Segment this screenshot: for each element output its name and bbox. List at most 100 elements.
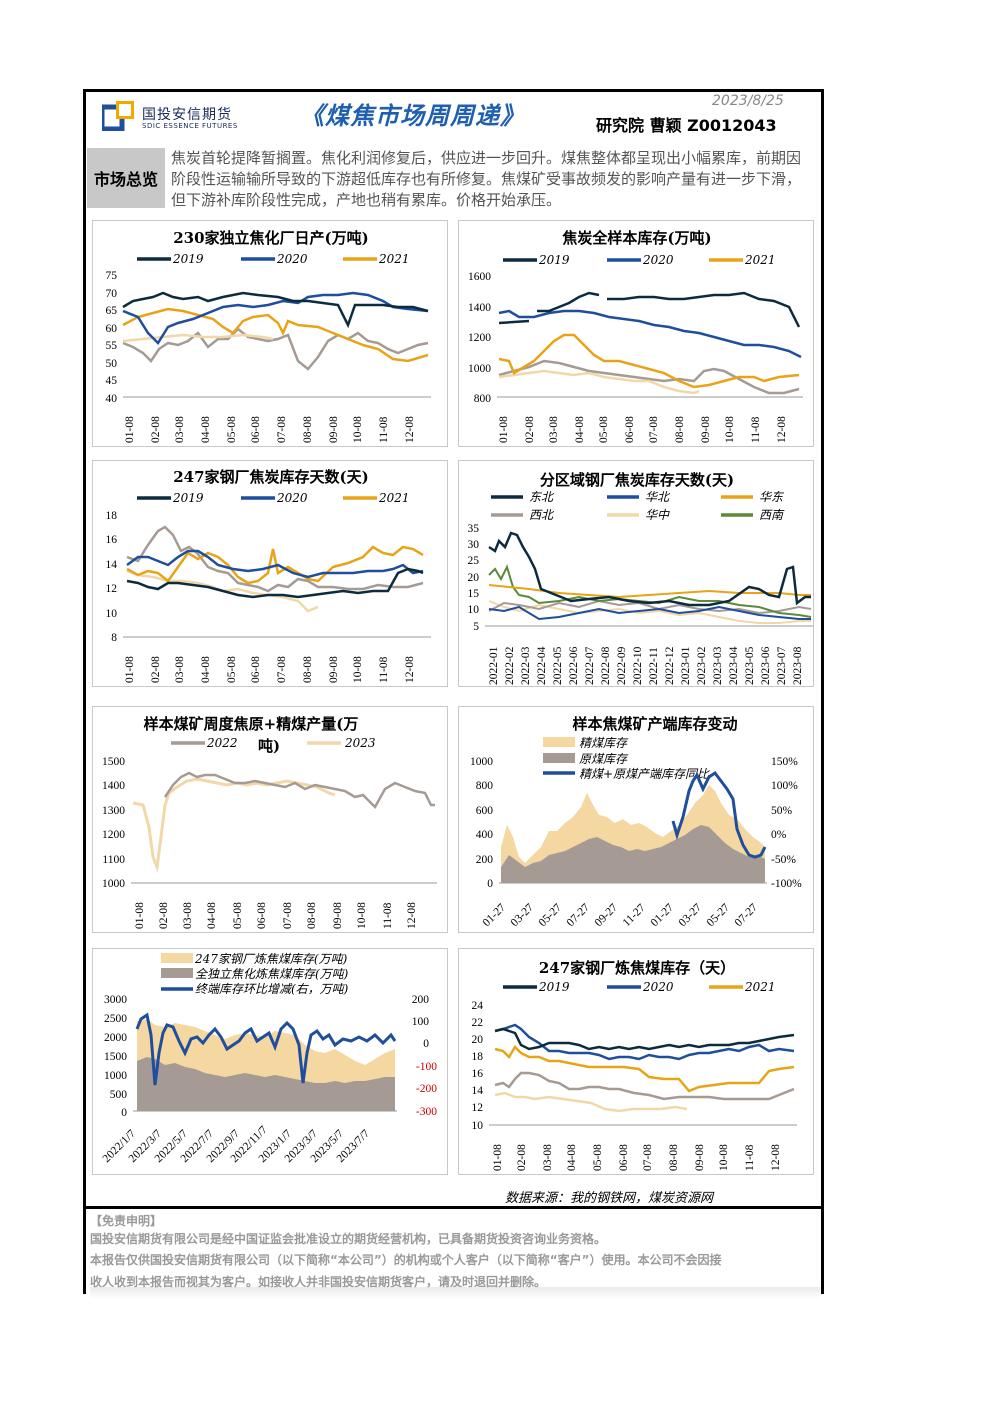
y-tick: 14	[106, 559, 118, 571]
x-tick: 2023-06	[760, 646, 772, 685]
data-source: 数据来源：我的钢铁网，煤炭资源网	[505, 1191, 714, 1206]
y-tick: 18	[472, 1051, 484, 1063]
x-tick: 2022-05	[552, 646, 564, 685]
chart-mine-inventory: 样本焦煤矿产端库存变动 精煤库存 原煤库存 精煤+原煤产端库存同比 1000 8…	[458, 706, 814, 933]
x-tick: 07-08	[642, 1144, 654, 1171]
y-tick: 12	[106, 583, 118, 595]
x-tick: 2023-05	[744, 646, 756, 685]
x-tick: 2023-08	[792, 646, 804, 685]
y-tick: 24	[472, 1000, 484, 1012]
y-tick-right: -200	[416, 1083, 437, 1095]
legend-2021: 2021	[744, 253, 776, 267]
disclaimer-line: 国投安信期货有限公司是经中国证监会批准设立的期货经营机构，已具备期货投资咨询业务…	[90, 1232, 607, 1246]
legend-2021: 2021	[378, 252, 410, 266]
x-tick: 07-27	[733, 901, 761, 929]
x-tick: 12-08	[404, 656, 416, 683]
overview-label: 市场总览	[87, 148, 165, 208]
x-tick: 09-08	[332, 902, 344, 929]
x-tick: 09-08	[328, 416, 340, 443]
y-tick-right: 150%	[771, 756, 798, 768]
y-tick: 0	[487, 878, 493, 890]
chart-title: 247家钢厂焦炭库存天数(天)	[173, 468, 369, 486]
x-tick: 01-08	[124, 416, 136, 443]
disclaimer: 【免责申明】 国投安信期货有限公司是经中国证监会批准设立的期货经营机构，已具备期…	[90, 1210, 820, 1293]
y-tick: 400	[476, 829, 494, 841]
frame-divider	[83, 1206, 824, 1209]
x-tick: 12-08	[404, 416, 416, 443]
y-tick: 16	[472, 1068, 484, 1080]
y-tick: 5	[473, 621, 479, 633]
y-tick: 1500	[102, 756, 125, 768]
x-tick: 2023-03	[712, 646, 724, 685]
x-tick: 07-08	[648, 416, 660, 443]
legend-xibei: 西北	[529, 508, 555, 522]
x-tick: 03-27	[509, 901, 537, 929]
x-tick: 05-08	[232, 902, 244, 929]
x-axis: 01-08 02-08 03-08 04-08 05-08 06-08 07-0…	[124, 416, 416, 443]
x-tick: 2023-04	[728, 646, 740, 685]
y-tick: 1000	[468, 363, 491, 375]
y-tick: 45	[106, 375, 118, 387]
y-tick: 1500	[104, 1051, 127, 1063]
x-tick: 04-08	[566, 1144, 578, 1171]
legend-dongbei: 东北	[529, 490, 555, 504]
y-tick: 0	[121, 1107, 127, 1119]
chart-title: 样本煤矿周度焦原+精煤产量(万	[144, 715, 359, 733]
chart-steel-coke-days: 247家钢厂焦炭库存天数(天) 2019 2020 2021 18 16 14 …	[92, 460, 448, 687]
legend-yuanmei: 原煤库存	[579, 752, 629, 766]
y-tick: 40	[106, 393, 118, 405]
x-tick: 05-27	[537, 901, 565, 929]
x-tick: 2022-04	[536, 646, 548, 685]
report-frame	[83, 89, 824, 1294]
x-tick: 2022-08	[600, 646, 612, 685]
chart-steel-coal-days: 247家钢厂炼焦煤库存（天） 2019 2020 2021 24 22 20 1…	[458, 948, 814, 1175]
y-tick: 16	[106, 534, 118, 546]
x-tick: 05-08	[598, 416, 610, 443]
x-tick: 2023-02	[696, 646, 708, 685]
legend-2021: 2021	[378, 491, 410, 505]
x-tick: 02-08	[158, 902, 170, 929]
x-tick: 08-08	[674, 416, 686, 443]
y-tick-right: -100	[416, 1061, 437, 1073]
y-tick: 12	[472, 1102, 484, 1114]
x-tick: 05-08	[226, 656, 238, 683]
disclaimer-line: 收人收到本报告而视其为客户。如接收人并非国投安信期货客户，请及时退回并删除。	[90, 1275, 547, 1289]
x-tick: 10-08	[356, 902, 368, 929]
y-tick: 60	[106, 323, 118, 335]
x-tick: 11-08	[750, 416, 762, 443]
x-tick: 06-08	[250, 656, 262, 683]
legend-huabei: 华北	[645, 490, 671, 504]
y-tick: 3000	[104, 994, 127, 1006]
disclaimer-line: 本报告仅供国投安信期货有限公司（以下简称“本公司”）的机构或个人客户（以下简称“…	[90, 1253, 722, 1267]
chart-coke-inventory: 焦炭全样本库存(万吨) 2019 2020 2021 1600 1400 120…	[458, 220, 814, 447]
y-tick: 1600	[468, 271, 491, 283]
x-tick: 09-27	[593, 901, 621, 929]
x-tick: 2022-06	[568, 646, 580, 685]
x-tick: 03-08	[182, 902, 194, 929]
y-tick: 500	[110, 1089, 128, 1101]
x-tick: 03-08	[174, 416, 186, 443]
disclaimer-cut-off	[90, 1287, 820, 1299]
x-tick: 03-27	[677, 901, 705, 929]
y-tick-right: -50%	[771, 854, 796, 866]
legend-steel-coal: 247家钢厂炼焦煤库存(万吨)	[194, 952, 348, 966]
disclaimer-title: 【免责申明】	[90, 1214, 163, 1228]
x-tick: 10-08	[352, 416, 364, 443]
y-tick-right: -300	[416, 1106, 437, 1118]
x-tick: 03-08	[174, 656, 186, 683]
chart-title-line2: 吨)	[258, 737, 280, 755]
x-tick: 09-08	[700, 416, 712, 443]
y-tick-right: 0%	[771, 829, 787, 841]
x-tick: 04-08	[200, 416, 212, 443]
report-author: 研究院 曹颖 Z0012043	[596, 116, 777, 135]
x-tick: 06-08	[618, 1144, 630, 1171]
y-tick: 800	[474, 393, 492, 405]
y-tick: 30	[468, 539, 480, 551]
x-tick: 06-08	[624, 416, 636, 443]
y-tick: 1200	[102, 829, 125, 841]
y-tick: 10	[468, 604, 480, 616]
x-tick: 04-08	[574, 416, 586, 443]
y-tick: 65	[106, 305, 118, 317]
x-tick: 01-08	[492, 1144, 504, 1171]
x-tick: 06-08	[250, 416, 262, 443]
